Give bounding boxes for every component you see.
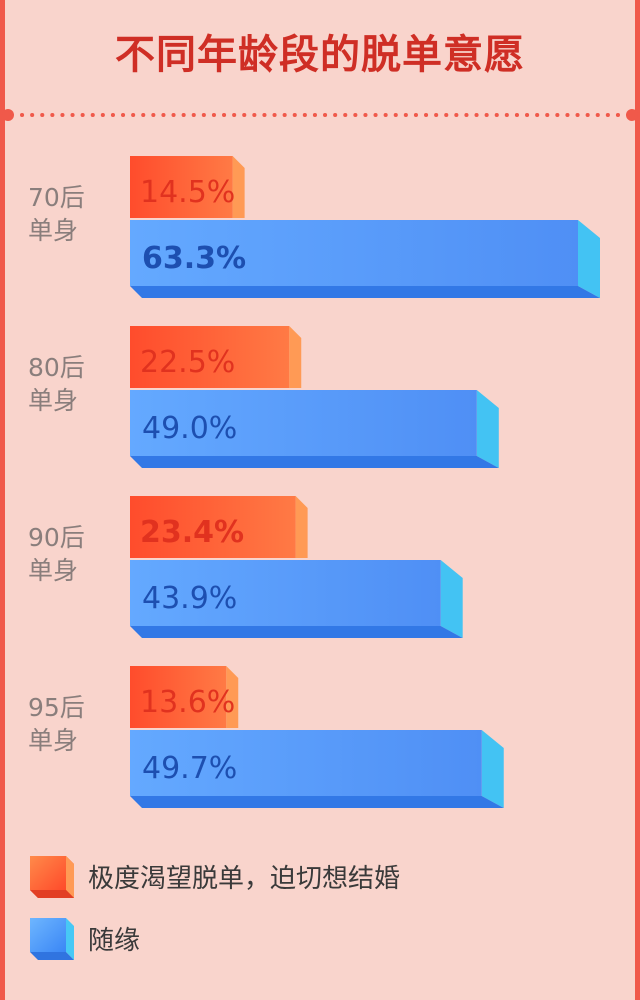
bar-desire: [130, 326, 302, 388]
data-label-desire: 22.5%: [140, 345, 235, 380]
bar-random: [130, 220, 600, 298]
category-label: 80后单身: [28, 353, 85, 415]
data-label-random: 63.3%: [142, 241, 246, 276]
legend-orange-swatch-icon: [30, 852, 76, 902]
bar-random: [130, 390, 499, 468]
legend-label-desire: 极度渴望脱单，迫切想结婚: [88, 864, 401, 894]
bar-desire: [130, 156, 245, 218]
data-label-desire: 13.6%: [140, 685, 235, 720]
category-label: 95后单身: [28, 693, 85, 755]
bar-desire: [130, 666, 239, 728]
legend-blue-swatch-icon: [30, 914, 76, 964]
bar-random: [130, 560, 463, 638]
frame-right-border: [635, 0, 640, 1000]
bar-desire: [130, 496, 308, 558]
dotted-divider: [2, 109, 638, 121]
category-label: 90后单身: [28, 523, 85, 585]
frame-left-border: [0, 0, 5, 1000]
category-label: 70后单身: [28, 183, 85, 245]
data-label-desire: 23.4%: [140, 515, 244, 550]
legend-label-random: 随缘: [88, 926, 141, 956]
data-label-random: 49.0%: [142, 411, 237, 446]
data-label-random: 49.7%: [142, 751, 237, 786]
bar-random: [130, 730, 504, 808]
data-label-desire: 14.5%: [140, 175, 235, 210]
data-label-random: 43.9%: [142, 581, 237, 616]
chart-title: 不同年龄段的脱单意愿: [115, 32, 525, 78]
